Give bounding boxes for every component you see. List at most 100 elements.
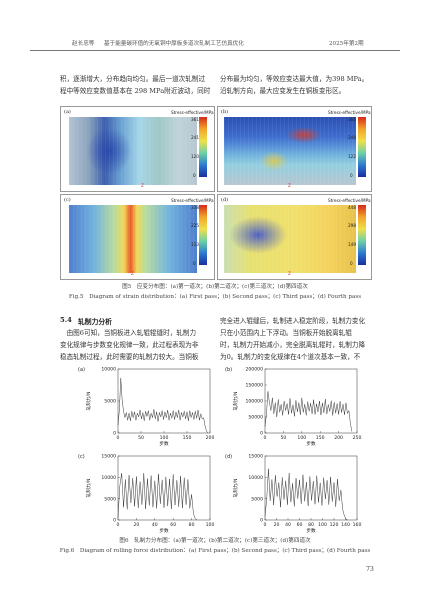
header-rule — [30, 50, 400, 51]
fig6-chart-c-xlabel: 步数 — [159, 527, 169, 534]
fig5-panel-c-tick-4: 0 — [193, 261, 196, 266]
fig5-panel-b: (b) Stress-effective/MPa 366 244 122 0 Z — [217, 106, 372, 192]
fig6-chart-c-ytick-label: 10000 — [101, 475, 116, 481]
fig6-chart-b-xtick-label: 0 — [264, 435, 267, 441]
fig5-panel-a-axis: Z — [141, 183, 144, 188]
top-right-line-2: 沿轧制方向，最大应变发生在铜板变形区。 — [220, 87, 346, 95]
fig5-panel-b-axis: Z — [288, 183, 291, 188]
fig5-panel-d-tick-2: 298 — [348, 223, 356, 228]
fig6-chart-a-ytick-label: 0 — [113, 431, 116, 437]
fig6-chart-a-ytick-label: 5000 — [104, 399, 116, 405]
fig5-panel-a-field — [69, 117, 197, 185]
fig6-chart-d-ytick-label: 10000 — [248, 475, 263, 481]
fig6-chart-c-xtick-label: 60 — [170, 522, 176, 528]
section-left-line-2: 变化规律与步数变化规律一致，此过程表现为非 — [60, 341, 199, 349]
page-number: 73 — [366, 566, 374, 573]
section-right-line-2: 只在小范围内上下浮动。当铜板开始脱离轧辊 — [220, 329, 352, 337]
fig5-caption-en: Fig.5 Diagram of strain distribution：(a)… — [68, 294, 362, 300]
fig6-chart-c-xtick-label: 20 — [133, 522, 139, 528]
section-right-line-1: 完全进入辊缝后，轧制进入稳定阶段，轧制力变化 — [220, 317, 366, 325]
fig6-chart-b-xtick-label: 150 — [316, 435, 325, 441]
fig5-panel-a-tick-2: 241 — [191, 135, 199, 140]
header-issue: 2025年第2期 — [329, 41, 364, 47]
fig5-panel-b-tick-4: 0 — [350, 173, 353, 178]
fig6-chart-b-ytick-label: 150000 — [245, 383, 263, 389]
section-title: 轧制力分析 — [78, 318, 112, 326]
fig6-chart-d-xtick-label: 20 — [274, 522, 280, 528]
fig6-chart-d-xtick-label: 40 — [285, 522, 291, 528]
fig6-chart-a-ylabel: 轧制力/N — [85, 392, 92, 411]
fig5-panel-b-tick-1: 366 — [348, 117, 356, 122]
fig6-chart-d-xtick-label: 0 — [264, 522, 267, 528]
fig6-chart-a-label: (a) — [78, 367, 85, 373]
top-right-line-1: 分布最为均匀，等效应变达最大值，为398 MPa。 — [220, 75, 369, 83]
fig6-chart-b-xtick-label: 50 — [280, 435, 286, 441]
fig6-chart-d-ytick-label: 5000 — [251, 496, 263, 502]
fig6-chart-c-xtick-label: 80 — [189, 522, 195, 528]
fig6-chart-b-xlabel: 步数 — [306, 440, 316, 447]
fig6-chart-d-ytick-label: 15000 — [248, 454, 263, 460]
fig6-chart-d-xlabel: 步数 — [306, 527, 316, 534]
fig5-panel-a-colorbar — [199, 117, 207, 177]
fig5-panel-d-field — [224, 205, 356, 273]
section-left-line-1: 由图6可知，当铜板进入轧辊辊缝时，轧制力 — [60, 329, 197, 337]
fig6-chart-c-ytick-label: 5000 — [104, 496, 116, 502]
header-author: 赵长忠等 — [72, 41, 95, 47]
fig5-panel-d-tick-1: 448 — [348, 205, 356, 210]
section-right-line-4: 为0。轧制力的变化规律在4个道次基本一致，不 — [220, 353, 361, 361]
fig6-chart-c-frame — [117, 455, 211, 521]
fig6-chart-a-xtick-label: 100 — [160, 435, 169, 441]
fig5-panel-d-tick-3: 149 — [348, 242, 356, 247]
fig5-caption-cn: 图5 应变分布图：(a)第一道次；(b)第二道次；(c)第三道次；(d)第四道次 — [122, 284, 308, 290]
fig5-panel-a-tick-1: 361 — [191, 117, 199, 122]
fig5-panel-d-label: (d) — [221, 197, 229, 203]
fig5-panel-b-tick-3: 122 — [348, 154, 356, 159]
fig5-panel-a-legend: Stress-effective/MPa — [171, 110, 214, 115]
section-left-line-3: 稳态轧制过程，此时需要的轧制力较大。当铜板 — [60, 353, 199, 361]
fig6-chart-b-ytick-label: 200000 — [245, 367, 263, 373]
fig6-caption-en: Fig.6 Diagram of rolling force distribut… — [59, 548, 371, 554]
fig6-chart-d-label: (d) — [225, 454, 232, 460]
fig6-chart-d-ytick-label: 0 — [260, 518, 263, 524]
fig6-chart-b-frame — [264, 368, 358, 434]
fig6-chart-c-xtick-label: 40 — [152, 522, 158, 528]
fig6-chart-d-xtick-label: 80 — [308, 522, 314, 528]
fig6-chart-b-xtick-label: 100 — [297, 435, 306, 441]
fig6-chart-a-ytick-label: 10000 — [101, 367, 116, 373]
fig6-caption-cn: 图6 轧制力分布图：(a)第一道次；(b)第二道次；(c)第三道次；(d)第四道… — [119, 538, 311, 544]
header-title: 基于能量碳环值的无氧铜中厚板多道次轧制工艺仿真优化 — [104, 41, 244, 47]
fig6-chart-d-frame — [264, 455, 358, 521]
fig6-chart-b-ytick-label: 50000 — [248, 415, 263, 421]
fig5-panel-c-tick-3: 113 — [191, 242, 199, 247]
fig6-chart-b-ytick-label: 100000 — [245, 399, 263, 405]
fig6-chart-b-ytick-label: 0 — [260, 431, 263, 437]
top-left-line-1: 积，逐渐增大，分布趋向均匀。最后一道次轧制过 — [60, 75, 206, 83]
fig6-chart-a-xtick-label: 150 — [183, 435, 192, 441]
fig6-chart-c-ytick-label: 15000 — [101, 454, 116, 460]
fig6-chart-c-xtick-label: 0 — [117, 522, 120, 528]
fig6-chart-c-ytick-label: 0 — [113, 518, 116, 524]
fig6-chart-d-xtick-label: 120 — [330, 522, 339, 528]
fig5-panel-c-field — [69, 205, 197, 273]
fig5-panel-b-legend: Stress-effective/MPa — [328, 110, 371, 115]
fig6-chart-d-xtick-label: 160 — [353, 522, 362, 528]
fig5-panel-d: (d) Stress-effective/MPa 448 298 149 0 Z — [217, 194, 372, 280]
fig5-panel-a: (a) Stress-effective/MPa 361 241 120 0 Z — [60, 106, 215, 192]
top-left-line-2: 程中等效应变数值基本在 298 MPa附近波动，同时 — [60, 87, 211, 95]
fig5-panel-d-axis: Z — [288, 271, 291, 276]
fig6-chart-b-series-line — [264, 391, 353, 432]
fig5-panel-c-label: (c) — [64, 197, 71, 203]
fig6-chart-a-xtick-label: 50 — [138, 435, 144, 441]
fig5-panel-b-colorbar — [358, 117, 366, 177]
fig5-panel-a-tick-3: 120 — [191, 154, 199, 159]
fig6-chart-c-series-line — [117, 472, 198, 521]
fig5-panel-d-colorbar — [358, 205, 366, 265]
fig5-panel-d-legend: Stress-effective/MPa — [328, 198, 371, 203]
fig6-chart-d-xtick-label: 140 — [341, 522, 350, 528]
fig6-chart-b-xtick-label: 200 — [334, 435, 343, 441]
fig6-chart-d-xtick-label: 100 — [318, 522, 327, 528]
fig5-panel-d-tick-4: 0 — [350, 261, 353, 266]
fig6-chart-a-xtick-label: 0 — [117, 435, 120, 441]
fig6-chart-d-ylabel: 轧制力/N — [232, 479, 239, 498]
